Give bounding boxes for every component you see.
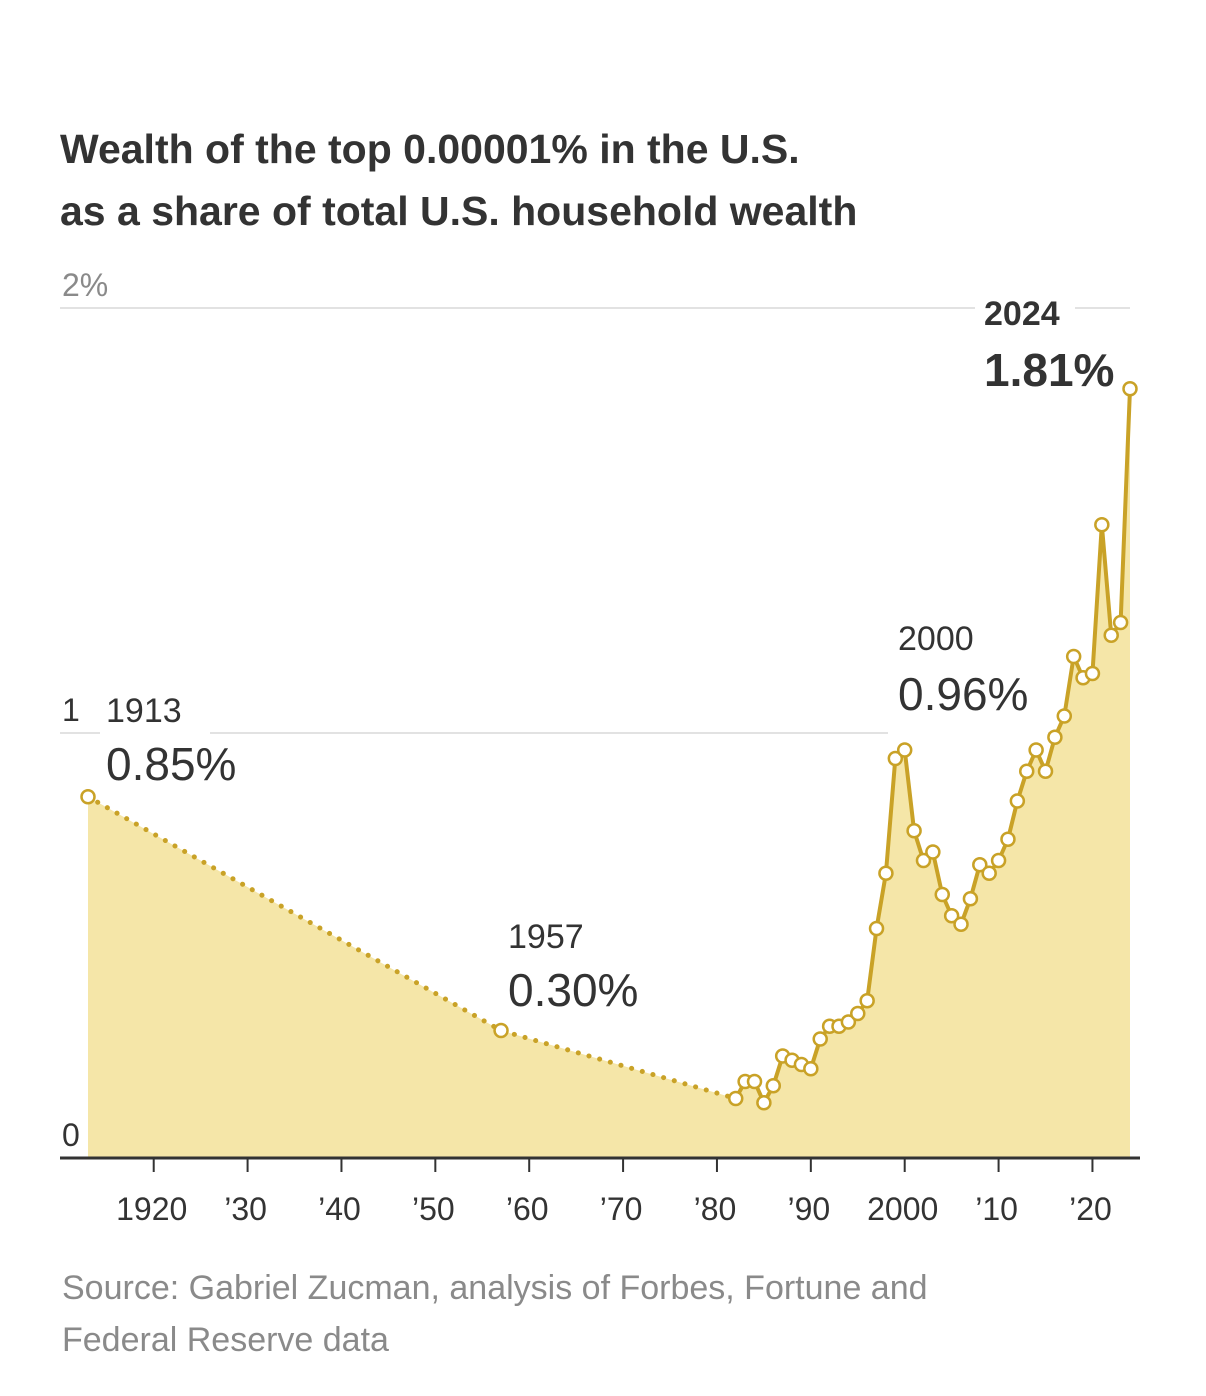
data-point	[1094, 517, 1110, 533]
data-point	[925, 844, 941, 860]
data-point	[887, 750, 904, 767]
source-note: Source: Gabriel Zucman, analysis of Forb…	[62, 1262, 1142, 1366]
x-tick-label: ’60	[506, 1191, 549, 1227]
data-point	[765, 1078, 782, 1094]
y-tick-label: 2%	[62, 267, 108, 303]
annotation-year-1913: 1913	[106, 692, 182, 730]
data-point	[756, 1095, 772, 1111]
data-point	[840, 1014, 857, 1030]
chart-title-line-2: as a share of total U.S. household wealt…	[60, 188, 858, 234]
data-point	[1084, 665, 1101, 682]
data-point	[1047, 729, 1063, 745]
data-point	[859, 993, 875, 1009]
data-point	[1103, 627, 1119, 643]
annotation-value-2024: 1.81%	[984, 344, 1114, 396]
data-point	[934, 886, 951, 903]
data-point	[493, 1022, 509, 1039]
x-tick-label: ’40	[318, 1191, 361, 1227]
annotation-value-1913: 0.85%	[106, 738, 236, 790]
data-point	[953, 916, 969, 932]
x-tick-label: ’10	[975, 1191, 1018, 1227]
annotation-bg-1913	[100, 715, 210, 753]
y-tick-label: 0	[62, 1117, 80, 1153]
chart-title: Wealth of the top 0.00001% in the U.S. a…	[60, 118, 1140, 242]
data-point	[962, 891, 979, 907]
annotation-backgrounds	[100, 290, 1075, 753]
data-point	[972, 857, 988, 873]
data-point	[1028, 742, 1044, 758]
data-point	[943, 908, 960, 924]
data-point	[1112, 614, 1129, 631]
y-tick-label: 1	[62, 692, 80, 728]
annotation-year-2024: 2024	[984, 295, 1060, 333]
annotations: 1913 0.85% 1957 0.30% 2000 0.96% 2024 1.81%	[106, 295, 1114, 1016]
data-point	[1000, 831, 1016, 847]
annotation-bg-2024	[975, 290, 1075, 328]
y-axis-tick-labels: 0 1 2%	[62, 267, 108, 1153]
data-point	[812, 1031, 828, 1047]
x-axis: 1920 ’30 ’40 ’50 ’60 ’70 ’80 ’90 2000 ’10 ’20	[60, 1156, 1140, 1227]
x-tick-label: ’50	[412, 1191, 455, 1227]
annotation-year-2000: 2000	[898, 620, 974, 658]
source-line-1: Source: Gabriel Zucman, analysis of Forb…	[62, 1269, 928, 1307]
data-point	[1065, 648, 1082, 665]
data-point	[868, 920, 885, 937]
data-point	[915, 852, 932, 869]
chart-title-line-1: Wealth of the top 0.00001% in the U.S.	[60, 126, 800, 172]
data-point	[906, 823, 922, 839]
data-point	[1009, 793, 1026, 809]
data-point	[1037, 763, 1054, 779]
data-point	[1122, 381, 1138, 397]
x-tick-label: ’90	[787, 1191, 830, 1227]
data-point	[981, 865, 997, 881]
annotation-year-1957: 1957	[508, 918, 584, 956]
data-point	[727, 1090, 744, 1107]
x-tick-label: ’20	[1069, 1191, 1112, 1227]
annotation-value-1957: 0.30%	[508, 964, 638, 1016]
annotation-value-2000: 0.96%	[898, 668, 1028, 720]
data-point	[80, 789, 96, 805]
x-tick-label: ’80	[694, 1191, 737, 1227]
x-tick-label: 2000	[867, 1191, 938, 1227]
data-point	[896, 742, 913, 758]
data-point	[878, 865, 894, 881]
data-point	[803, 1061, 819, 1077]
source-line-2: Federal Reserve data	[62, 1321, 389, 1359]
area-fill	[88, 388, 1130, 1158]
x-tick-label: 1920	[116, 1191, 187, 1227]
data-point	[1018, 763, 1035, 779]
data-point	[1056, 708, 1073, 724]
data-point	[850, 1005, 866, 1022]
x-tick-label: ’70	[600, 1191, 643, 1227]
annotation-bg-2000	[888, 710, 1048, 748]
data-point	[990, 852, 1007, 869]
data-point	[746, 1073, 763, 1090]
x-tick-label: ’30	[224, 1191, 267, 1227]
data-points	[80, 381, 1138, 1111]
